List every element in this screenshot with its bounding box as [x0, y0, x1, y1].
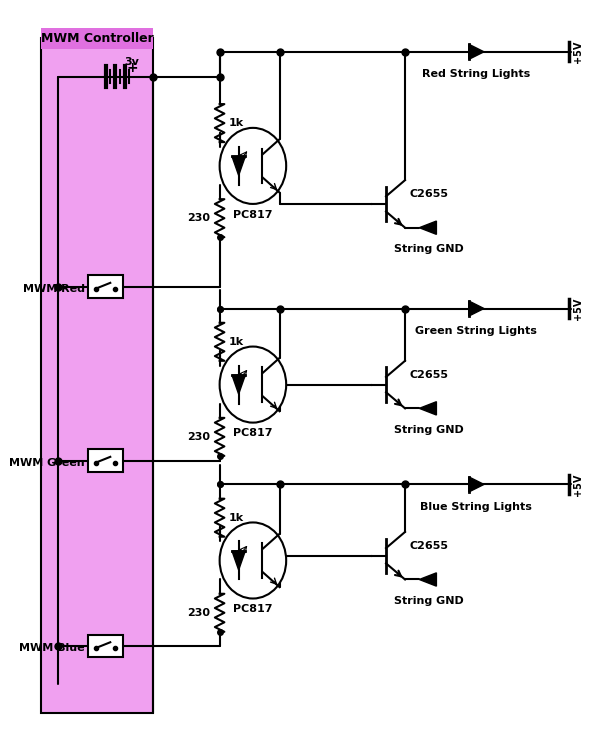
Text: PC817: PC817: [233, 428, 273, 438]
Text: 230: 230: [187, 608, 210, 617]
Text: 3v: 3v: [125, 57, 140, 67]
Text: MWM Red: MWM Red: [23, 284, 84, 294]
Text: 1k: 1k: [229, 513, 244, 523]
Bar: [89, 450, 123, 472]
Text: String GND: String GND: [394, 596, 464, 605]
Text: +: +: [126, 61, 138, 75]
Text: PC817: PC817: [233, 604, 273, 614]
Text: String GND: String GND: [394, 425, 464, 434]
Ellipse shape: [220, 523, 286, 599]
Bar: [41, 28, 153, 49]
Text: +5V: +5V: [573, 41, 583, 63]
Polygon shape: [469, 477, 484, 492]
Text: +5V: +5V: [573, 297, 583, 320]
Text: MWM Green: MWM Green: [9, 458, 84, 468]
Text: MWM Controller: MWM Controller: [41, 32, 153, 45]
Text: C2655: C2655: [410, 190, 449, 200]
Text: 230: 230: [187, 432, 210, 442]
Text: 1k: 1k: [229, 118, 244, 128]
Ellipse shape: [220, 128, 286, 204]
Text: String GND: String GND: [394, 244, 464, 254]
Text: MWM Blue: MWM Blue: [19, 643, 84, 653]
Text: PC817: PC817: [233, 209, 273, 220]
Text: 230: 230: [187, 213, 210, 223]
Polygon shape: [232, 375, 246, 394]
Polygon shape: [419, 573, 437, 586]
Text: +5V: +5V: [573, 473, 583, 495]
Text: Green String Lights: Green String Lights: [416, 325, 537, 336]
Polygon shape: [232, 157, 246, 175]
Text: C2655: C2655: [410, 541, 449, 551]
Polygon shape: [419, 221, 437, 234]
Ellipse shape: [220, 346, 286, 422]
Text: 1k: 1k: [229, 337, 244, 347]
FancyBboxPatch shape: [41, 38, 153, 712]
Text: Red String Lights: Red String Lights: [422, 69, 531, 79]
Polygon shape: [469, 301, 484, 316]
Polygon shape: [232, 551, 246, 570]
Text: C2655: C2655: [410, 370, 449, 380]
Bar: [89, 276, 123, 298]
Bar: [89, 635, 123, 657]
Polygon shape: [419, 401, 437, 415]
Polygon shape: [469, 44, 484, 59]
Text: Blue String Lights: Blue String Lights: [420, 501, 533, 511]
